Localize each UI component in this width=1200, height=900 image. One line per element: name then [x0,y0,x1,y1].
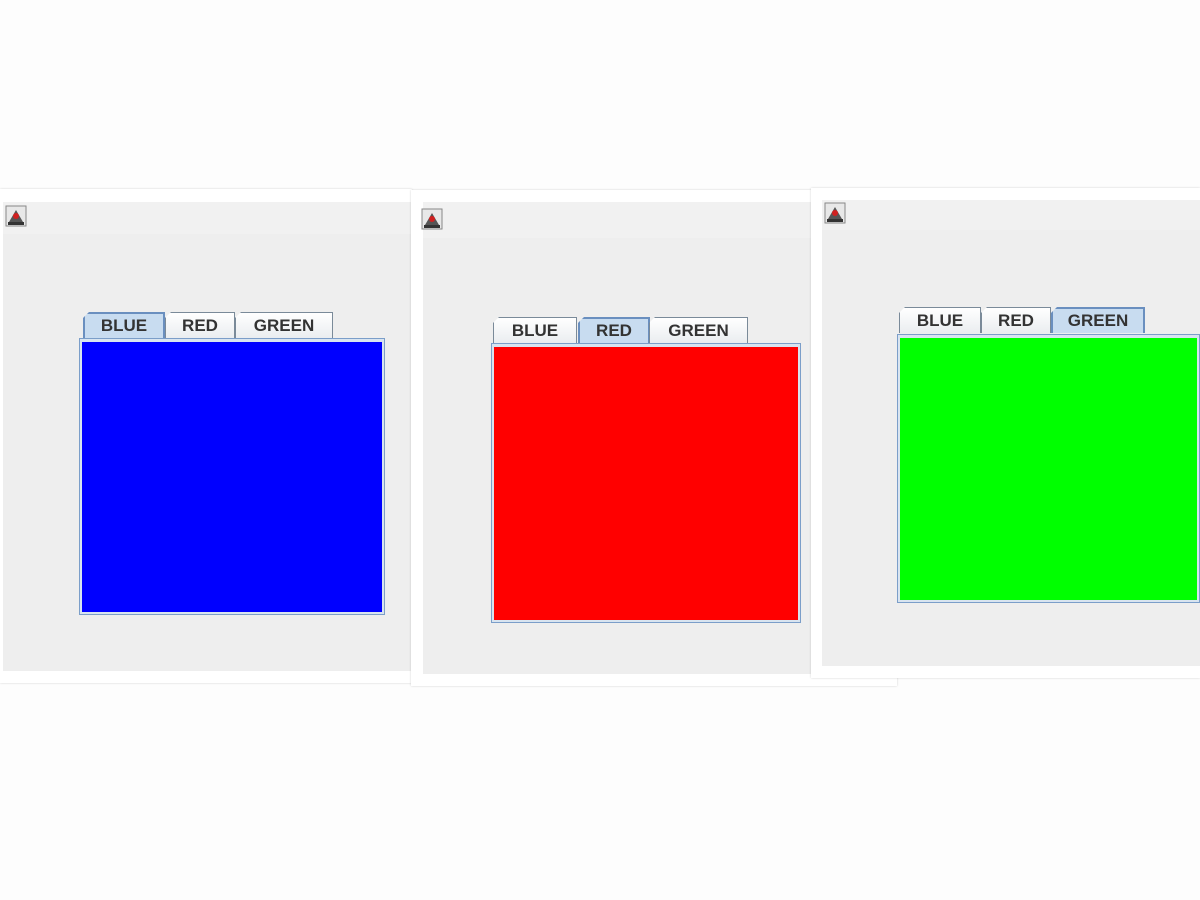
title-bar[interactable] [822,200,1200,230]
window-green: BLUE RED GREEN [811,188,1200,678]
tab-red[interactable]: RED [165,312,235,338]
java-coffee-cup-icon[interactable] [824,202,846,224]
tab-blue[interactable]: BLUE [899,307,981,333]
color-panel [900,338,1197,600]
title-bar[interactable] [3,202,412,234]
tab-green[interactable]: GREEN [1051,307,1145,333]
tab-green[interactable]: GREEN [649,317,748,343]
color-panel [494,347,798,620]
tabbed-pane: BLUE RED GREEN [897,307,1200,603]
tab-red[interactable]: RED [981,307,1051,333]
color-panel [82,342,382,612]
tabbed-pane: BLUE RED GREEN [79,312,385,615]
tabbed-pane: BLUE RED GREEN [491,317,801,623]
java-coffee-cup-icon[interactable] [5,205,27,227]
tab-blue[interactable]: BLUE [493,317,577,343]
tab-content [491,343,801,623]
window-blue: BLUE RED GREEN [0,189,412,683]
tab-content [897,334,1200,603]
tab-content [79,338,385,615]
tab-blue[interactable]: BLUE [83,312,165,338]
java-coffee-cup-icon[interactable] [421,208,443,230]
tab-green[interactable]: GREEN [235,312,333,338]
tab-red[interactable]: RED [578,317,650,343]
